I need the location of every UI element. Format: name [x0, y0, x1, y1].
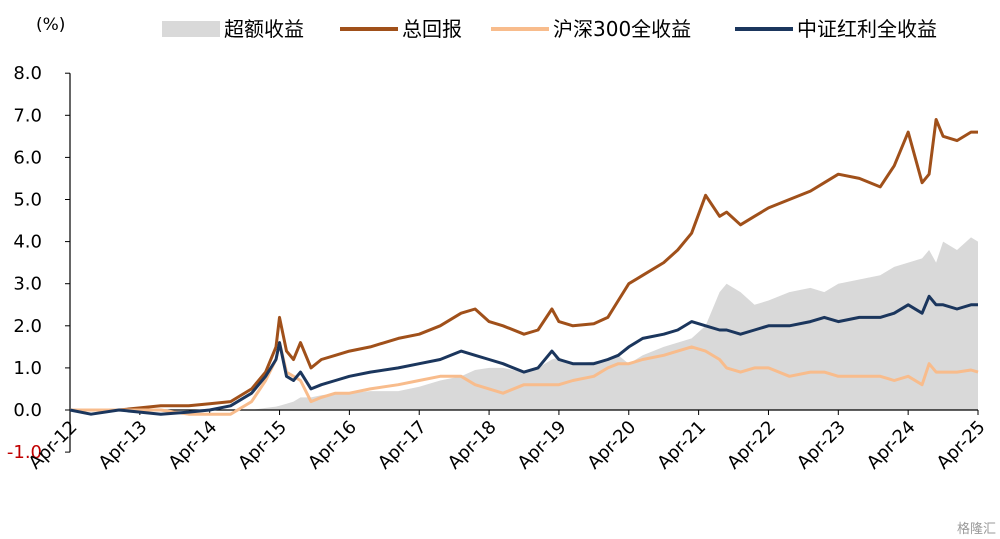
legend-label: 中证红利全收益 [797, 17, 937, 41]
x-tick-label: Apr-25 [933, 417, 990, 474]
legend-swatch [162, 21, 220, 37]
legend-label: 沪深300全收益 [553, 17, 691, 41]
x-tick-label: Apr-18 [444, 417, 501, 474]
x-tick-label: Apr-21 [653, 417, 710, 474]
series-line-1 [70, 118, 978, 412]
y-tick-label: 0.0 [13, 400, 42, 421]
y-tick-label: 7.0 [13, 105, 42, 126]
watermark-logo: 格隆汇 [956, 522, 996, 537]
y-tick-label: 1.0 [13, 358, 42, 379]
x-tick-label: Apr-14 [164, 417, 221, 474]
series-area-0 [70, 237, 978, 410]
series-line-3 [69, 294, 978, 416]
y-tick-label: 3.0 [13, 274, 42, 295]
x-tick-label: Apr-15 [234, 417, 291, 474]
y-axis-labels: 8.0 7.0 6.0 5.0 4.0 3.0 2.0 1.0 0.0 -1.0 [7, 63, 42, 463]
y-tick-label: 6.0 [13, 147, 42, 168]
x-tick-label: Apr-19 [514, 417, 571, 474]
x-tick-label: Apr-13 [95, 417, 152, 474]
y-tick-label: 2.0 [13, 316, 42, 337]
legend-label: 超额收益 [224, 17, 304, 41]
x-tick-label: Apr-23 [793, 417, 850, 474]
legend-label: 总回报 [402, 17, 462, 41]
y-tick-label: 4.0 [13, 232, 42, 253]
y-tick-label: 8.0 [13, 63, 42, 84]
series-lines-layer [69, 118, 979, 416]
x-axis-labels: Apr-12 Apr-13 Apr-14 Apr-15 Apr-16 Apr-17 Apr-… [25, 417, 990, 474]
excess-return-area-layer [70, 237, 978, 410]
x-tick-label: Apr-24 [863, 417, 920, 474]
x-tick-label: Apr-16 [304, 417, 361, 474]
y-unit-label: (%) [36, 15, 65, 35]
x-tick-label: Apr-17 [374, 417, 431, 474]
legend: 超额收益 总回报 沪深300全收益 中证红利全收益 [162, 17, 937, 41]
y-tick-label: -1.0 [7, 442, 42, 463]
y-tick-label: 5.0 [13, 190, 42, 211]
x-tick-label: Apr-22 [723, 417, 780, 474]
x-tick-label: Apr-20 [583, 417, 640, 474]
